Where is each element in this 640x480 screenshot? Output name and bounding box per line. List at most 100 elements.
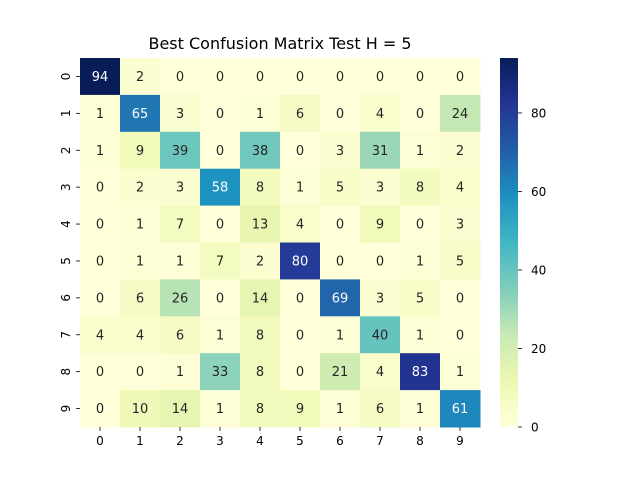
heatmap-cell xyxy=(240,94,281,133)
cell-value-label: 1 xyxy=(256,107,264,122)
cell-value-label: 0 xyxy=(216,291,224,306)
cell-value-label: 0 xyxy=(336,218,344,233)
cell-value-label: 0 xyxy=(96,181,104,196)
heatmap-cell xyxy=(200,58,241,96)
heatmap-cell xyxy=(160,58,201,96)
y-tick-label: 2 xyxy=(59,146,73,154)
cell-value-label: 3 xyxy=(336,144,344,159)
colorbar-tick-label: 20 xyxy=(531,342,546,356)
cell-value-label: 2 xyxy=(456,144,464,159)
cell-value-label: 39 xyxy=(172,144,189,159)
cell-value-label: 0 xyxy=(456,328,464,343)
heatmap-cell xyxy=(200,242,241,280)
heatmap-cell xyxy=(400,205,441,243)
colorbar-tick-label: 0 xyxy=(531,421,539,435)
cell-value-label: 58 xyxy=(212,181,229,196)
y-tick-label: 3 xyxy=(59,183,73,191)
heatmap-cell xyxy=(80,58,121,96)
x-tick-label: 7 xyxy=(376,434,384,448)
heatmap-cell xyxy=(120,316,161,354)
cell-value-label: 0 xyxy=(216,107,224,122)
cell-value-label: 3 xyxy=(176,181,184,196)
cell-value-label: 14 xyxy=(172,402,189,417)
heatmap-cell xyxy=(200,390,241,428)
x-tick-label: 0 xyxy=(96,434,104,448)
cell-value-label: 3 xyxy=(176,107,184,122)
cell-value-label: 2 xyxy=(136,70,144,85)
cell-value-label: 0 xyxy=(416,70,424,85)
heatmap-cell xyxy=(360,316,401,354)
cell-value-label: 1 xyxy=(176,365,184,380)
x-tick-label: 1 xyxy=(136,434,144,448)
heatmap-cell xyxy=(120,94,161,133)
heatmap-cell xyxy=(440,205,481,243)
heatmap-cell xyxy=(240,316,281,354)
cell-value-label: 4 xyxy=(136,328,144,343)
cell-value-label: 5 xyxy=(456,254,464,269)
heatmap-cell xyxy=(120,279,161,317)
heatmap-cell xyxy=(200,279,241,317)
x-tick-label: 2 xyxy=(176,434,184,448)
heatmap-cell xyxy=(160,279,201,317)
heatmap-cell xyxy=(440,390,481,428)
cell-value-label: 1 xyxy=(456,365,464,380)
chart-title: Best Confusion Matrix Test H = 5 xyxy=(148,34,411,53)
cell-value-label: 0 xyxy=(136,365,144,380)
cell-value-label: 4 xyxy=(456,181,464,196)
x-axis-ticks: 0 1 2 3 4 5 6 7 8 9 xyxy=(96,427,464,448)
heatmap-cell xyxy=(80,353,121,391)
cell-value-label: 6 xyxy=(136,291,144,306)
cell-value-label: 0 xyxy=(416,107,424,122)
cell-value-label: 1 xyxy=(96,107,104,122)
heatmap-cell xyxy=(80,131,121,170)
cell-value-label: 83 xyxy=(412,365,429,380)
heatmap-cell xyxy=(280,58,321,96)
heatmap-cell xyxy=(200,353,241,391)
cell-value-label: 1 xyxy=(136,218,144,233)
y-tick-label: 7 xyxy=(59,331,73,339)
cell-value-label: 61 xyxy=(452,402,469,417)
heatmap-cell xyxy=(80,168,121,207)
heatmap-cell xyxy=(440,279,481,317)
cell-value-label: 14 xyxy=(252,291,269,306)
heatmap-cell xyxy=(80,94,121,133)
y-tick-label: 4 xyxy=(59,220,73,228)
cell-value-label: 1 xyxy=(416,328,424,343)
cell-value-label: 65 xyxy=(132,107,149,122)
heatmap-cell xyxy=(240,205,281,243)
cell-value-label: 0 xyxy=(336,254,344,269)
heatmap-cell xyxy=(80,205,121,243)
y-tick-label: 1 xyxy=(59,110,73,118)
cell-value-label: 5 xyxy=(416,291,424,306)
heatmap-cell xyxy=(280,353,321,391)
cell-value-label: 0 xyxy=(336,107,344,122)
heatmap-cell xyxy=(80,316,121,354)
cell-value-label: 4 xyxy=(96,328,104,343)
heatmap-cell xyxy=(120,58,161,96)
x-tick-label: 4 xyxy=(256,434,264,448)
cell-value-label: 31 xyxy=(372,144,389,159)
heatmap-cell xyxy=(360,205,401,243)
cell-value-label: 40 xyxy=(372,328,389,343)
heatmap-cell xyxy=(440,168,481,207)
cell-value-label: 0 xyxy=(256,70,264,85)
cell-value-label: 6 xyxy=(176,328,184,343)
cell-value-label: 7 xyxy=(216,254,224,269)
cell-value-label: 1 xyxy=(136,254,144,269)
cell-value-label: 9 xyxy=(296,402,304,417)
cell-value-label: 0 xyxy=(216,70,224,85)
y-tick-label: 9 xyxy=(59,405,73,413)
cell-value-label: 69 xyxy=(332,291,349,306)
cell-value-label: 0 xyxy=(456,70,464,85)
heatmap-cell xyxy=(400,242,441,280)
x-tick-label: 3 xyxy=(216,434,224,448)
heatmap-cell xyxy=(120,390,161,428)
cell-value-label: 0 xyxy=(376,254,384,269)
heatmap-cell xyxy=(80,242,121,280)
heatmap-cell xyxy=(80,279,121,317)
heatmap-cell xyxy=(400,316,441,354)
heatmap-cell xyxy=(400,58,441,96)
heatmap-cell xyxy=(120,353,161,391)
heatmap-cell xyxy=(280,390,321,428)
heatmap-cell xyxy=(400,94,441,133)
